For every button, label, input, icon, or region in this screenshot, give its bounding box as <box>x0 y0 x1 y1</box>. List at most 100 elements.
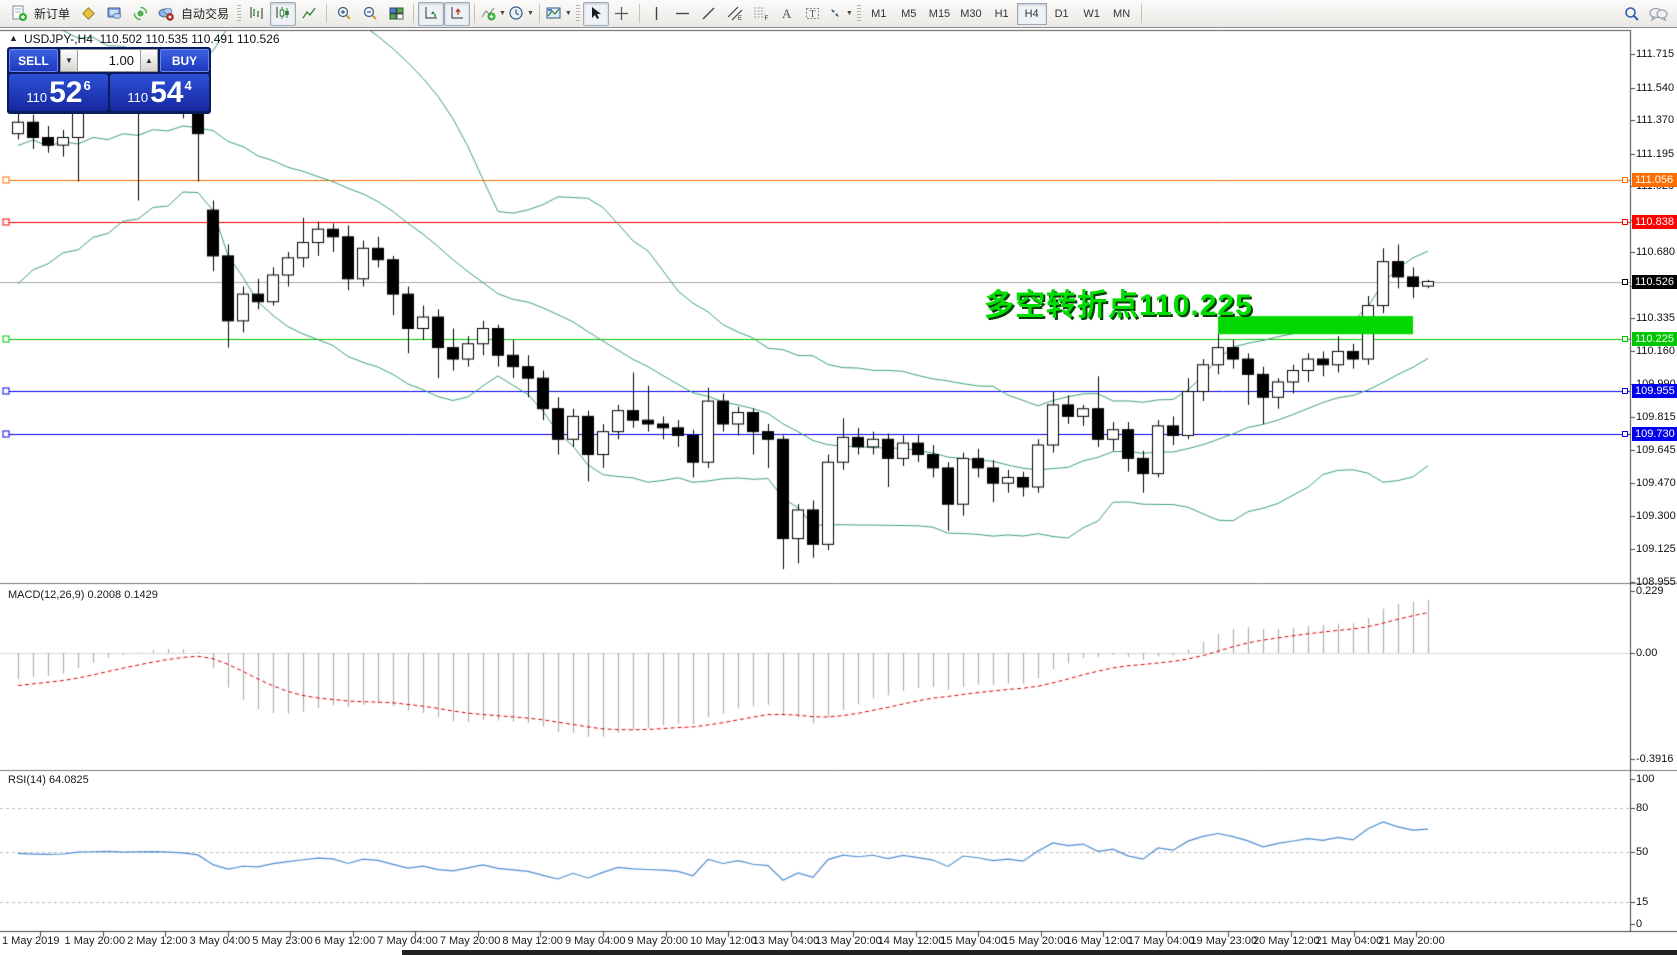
one-click-trading-panel: SELL ▼ 1.00 ▲ BUY 110 52 6 110 54 4 <box>7 47 211 114</box>
level-price-badge: 109.955 <box>1632 383 1677 398</box>
sell-button[interactable]: SELL <box>9 49 58 72</box>
new-order-icon <box>12 5 27 21</box>
candlestick-chart-button[interactable] <box>270 1 297 26</box>
trade-panel-collapse-arrow[interactable]: ▲ <box>9 33 18 43</box>
taskbar-edge <box>402 950 1677 955</box>
time-axis-label: 10 May 12:00 <box>690 935 757 947</box>
add-indicator-button[interactable]: ▼ <box>479 2 507 26</box>
monitor-icon <box>107 7 121 19</box>
periods-button[interactable]: ▼ <box>507 2 535 26</box>
main-chart-panel[interactable] <box>0 30 1630 583</box>
timeframe-button-m1[interactable]: M1 <box>871 7 887 20</box>
toolbar-separator <box>638 4 640 23</box>
cursor-icon <box>592 7 602 19</box>
price-axis-label: 109.300 <box>1636 509 1676 522</box>
price-axis-label: 111.195 <box>1636 147 1675 160</box>
time-axis-label: 19 May 23:00 <box>1190 935 1258 947</box>
rsi-value: 64.0825 <box>48 774 89 786</box>
text-label-icon: T <box>806 8 820 20</box>
arrows-button[interactable]: ▼ <box>826 2 854 26</box>
metaeditor-button[interactable] <box>75 2 101 26</box>
toolbar-separator <box>326 4 328 23</box>
clock-icon <box>509 6 523 20</box>
timeframe-toolbar: M1 M5 M15 M30 H1 H4 D1 W1 MN <box>864 2 1137 25</box>
macd-panel[interactable] <box>0 585 1630 770</box>
macd-main-value: 0.2008 <box>87 589 122 601</box>
level-handle[interactable] <box>1622 218 1628 225</box>
new-order-label[interactable]: 新订单 <box>34 7 71 21</box>
equidistant-channel-button[interactable]: E <box>722 2 748 26</box>
rsi-axis-label: 50 <box>1636 845 1649 858</box>
rsi-axis-label: 80 <box>1636 802 1649 814</box>
crosshair-icon <box>615 7 629 20</box>
template-icon <box>546 7 561 19</box>
zoom-in-button[interactable] <box>331 2 357 26</box>
crosshair-button[interactable] <box>609 2 635 26</box>
toolbar-drag-handle <box>237 4 242 23</box>
timeframe-button-h1[interactable]: H1 <box>994 7 1009 20</box>
autotrading-label[interactable]: 自动交易 <box>181 7 230 21</box>
toolbar-separator <box>413 4 415 23</box>
add-indicator-icon <box>481 7 496 21</box>
volume-stepper: ▼ 1.00 ▲ <box>60 49 158 72</box>
timeframe-button-mn[interactable]: MN <box>1113 7 1131 20</box>
timeframe-button-m15[interactable]: M15 <box>928 7 951 20</box>
volume-decrease-button[interactable]: ▼ <box>60 49 78 72</box>
rsi-axis-label: 15 <box>1636 896 1649 909</box>
rsi-indicator-label: RSI(14) 64.0825 <box>8 774 89 786</box>
profiles-button[interactable] <box>101 2 127 26</box>
new-order-button[interactable] <box>6 2 32 26</box>
timeframe-button-m30[interactable]: M30 <box>960 7 982 20</box>
svg-text:A: A <box>782 6 792 21</box>
volume-input[interactable]: 1.00 <box>78 49 140 72</box>
cursor-button[interactable] <box>582 1 609 26</box>
time-axis-label: 21 May 04:00 <box>1315 935 1383 947</box>
autotrading-button[interactable] <box>153 2 179 26</box>
level-handle[interactable] <box>1622 336 1628 342</box>
buy-button[interactable]: BUY <box>160 49 209 72</box>
level-handle[interactable] <box>1622 177 1628 184</box>
line-chart-button[interactable] <box>296 2 322 26</box>
rsi-axis-label: 0 <box>1636 918 1643 930</box>
timeframe-button-d1[interactable]: D1 <box>1054 7 1069 20</box>
toolbar-separator <box>474 4 476 23</box>
price-axis-label: 108.955 <box>1636 575 1676 588</box>
text-a-icon: A <box>782 6 792 21</box>
templates-button[interactable]: ▼ <box>544 2 573 26</box>
autotrading-cloud-icon <box>158 7 174 21</box>
timeframe-button-m5[interactable]: M5 <box>901 7 917 20</box>
yellow-diamond-icon <box>81 7 95 20</box>
fibonacci-icon: F <box>753 7 768 22</box>
volume-increase-button[interactable]: ▲ <box>140 49 158 72</box>
chat-button[interactable] <box>1645 2 1671 26</box>
text-label-button[interactable]: T <box>800 2 826 26</box>
search-button[interactable] <box>1619 2 1645 26</box>
tile-windows-button[interactable] <box>383 2 409 26</box>
timeframe-button-h4[interactable]: H4 <box>1016 2 1047 25</box>
vertical-line-button[interactable] <box>644 2 670 26</box>
horizontal-line-button[interactable] <box>670 2 696 26</box>
sell-price-display[interactable]: 110 52 6 <box>9 74 108 111</box>
time-axis-label: 17 May 04:00 <box>1127 935 1195 947</box>
macd-axis-label: 0.229 <box>1636 585 1664 598</box>
bar-chart-button[interactable] <box>244 2 270 26</box>
level-handle[interactable] <box>1622 387 1628 394</box>
level-handle[interactable] <box>1622 278 1628 285</box>
timeframe-button-w1[interactable]: W1 <box>1083 7 1100 20</box>
rsi-panel[interactable] <box>0 772 1630 930</box>
alerts-button[interactable] <box>127 2 153 26</box>
chat-icon <box>1649 7 1668 22</box>
trendline-button[interactable] <box>696 2 722 26</box>
level-handle[interactable] <box>1622 430 1628 437</box>
buy-price-display[interactable]: 110 54 4 <box>110 74 209 111</box>
chart-shift-button[interactable] <box>444 1 471 26</box>
zoom-out-button[interactable] <box>357 2 383 26</box>
auto-scroll-icon <box>425 7 437 19</box>
candlestick-icon <box>276 7 289 19</box>
auto-scroll-button[interactable] <box>418 1 445 26</box>
vertical-line-icon <box>656 7 658 20</box>
fibonacci-button[interactable]: F <box>748 2 774 26</box>
text-button[interactable]: A <box>774 2 800 26</box>
